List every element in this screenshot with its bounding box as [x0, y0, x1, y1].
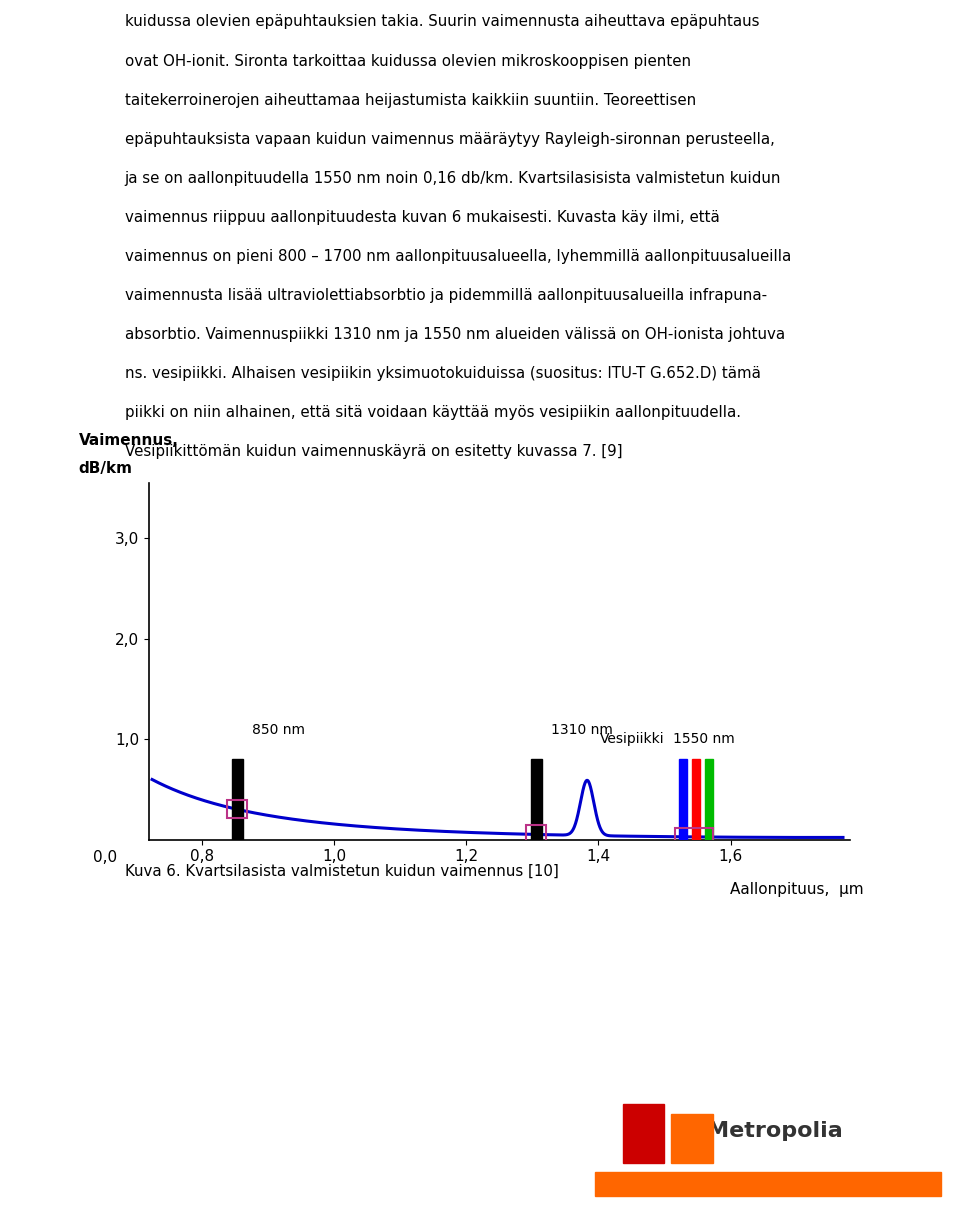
Text: Vaimennus,: Vaimennus, [79, 432, 179, 448]
Bar [692, 760, 700, 840]
Bar [232, 760, 243, 840]
Text: kuidussa olevien epäpuhtauksien takia. Suurin vaimennusta aiheuttava epäpuhtaus: kuidussa olevien epäpuhtauksien takia. S… [125, 14, 759, 29]
Bar [595, 1172, 941, 1196]
Bar [675, 827, 713, 846]
Text: taitekerroinerojen aiheuttamaa heijastumista kaikkiin suuntiin. Teoreettisen: taitekerroinerojen aiheuttamaa heijastum… [125, 93, 696, 108]
Text: epäpuhtauksista vapaan kuidun vaimennus määräytyy Rayleigh-sironnan perusteella,: epäpuhtauksista vapaan kuidun vaimennus … [125, 132, 775, 146]
Bar [531, 760, 541, 840]
Text: Kuva 6. Kvartsilasista valmistetun kuidun vaimennus [10]: Kuva 6. Kvartsilasista valmistetun kuidu… [125, 864, 559, 878]
Text: 0,0: 0,0 [93, 850, 117, 865]
Text: piikki on niin alhainen, että sitä voidaan käyttää myös vesipiikin aallonpituude: piikki on niin alhainen, että sitä voida… [125, 405, 741, 420]
Text: Aallonpituus,  μm: Aallonpituus, μm [730, 882, 864, 898]
Text: Metropolia: Metropolia [707, 1121, 843, 1140]
Text: vaimennus riippuu aallonpituudesta kuvan 6 mukaisesti. Kuvasta käy ilmi, että: vaimennus riippuu aallonpituudesta kuvan… [125, 210, 720, 225]
Text: Vesipiikittömän kuidun vaimennuskäyrä on esitetty kuvassa 7. [9]: Vesipiikittömän kuidun vaimennuskäyrä on… [125, 445, 622, 459]
Bar [623, 1104, 664, 1163]
Text: 1310 nm: 1310 nm [551, 724, 612, 737]
Text: absorbtio. Vaimennuspiikki 1310 nm ja 1550 nm alueiden välissä on OH-ionista joh: absorbtio. Vaimennuspiikki 1310 nm ja 15… [125, 327, 785, 342]
Text: ns. vesipiikki. Alhaisen vesipiikin yksimuotokuiduissa (suositus: ITU-T G.652.D): ns. vesipiikki. Alhaisen vesipiikin yksi… [125, 366, 760, 381]
Text: dB/km: dB/km [79, 461, 132, 476]
Text: 1550 nm: 1550 nm [673, 732, 734, 747]
Bar [706, 760, 713, 840]
Text: Vesipiikki: Vesipiikki [600, 732, 664, 747]
Bar [671, 1114, 712, 1163]
Text: vaimennus on pieni 800 – 1700 nm aallonpituusalueella, lyhemmillä aallonpituusal: vaimennus on pieni 800 – 1700 nm aallonp… [125, 249, 791, 263]
Text: ja se on aallonpituudella 1550 nm noin 0,16 db/km. Kvartsilasisista valmistetun : ja se on aallonpituudella 1550 nm noin 0… [125, 170, 781, 186]
Text: ovat OH-ionit. Sironta tarkoittaa kuidussa olevien mikroskooppisen pienten: ovat OH-ionit. Sironta tarkoittaa kuidus… [125, 53, 691, 69]
Bar [526, 825, 546, 843]
Bar [679, 760, 687, 840]
Text: 850 nm: 850 nm [252, 724, 305, 737]
Text: vaimennusta lisää ultraviolettiabsorbtio ja pidemmillä aallonpituusalueilla infr: vaimennusta lisää ultraviolettiabsorbtio… [125, 288, 767, 303]
Bar [228, 801, 248, 818]
